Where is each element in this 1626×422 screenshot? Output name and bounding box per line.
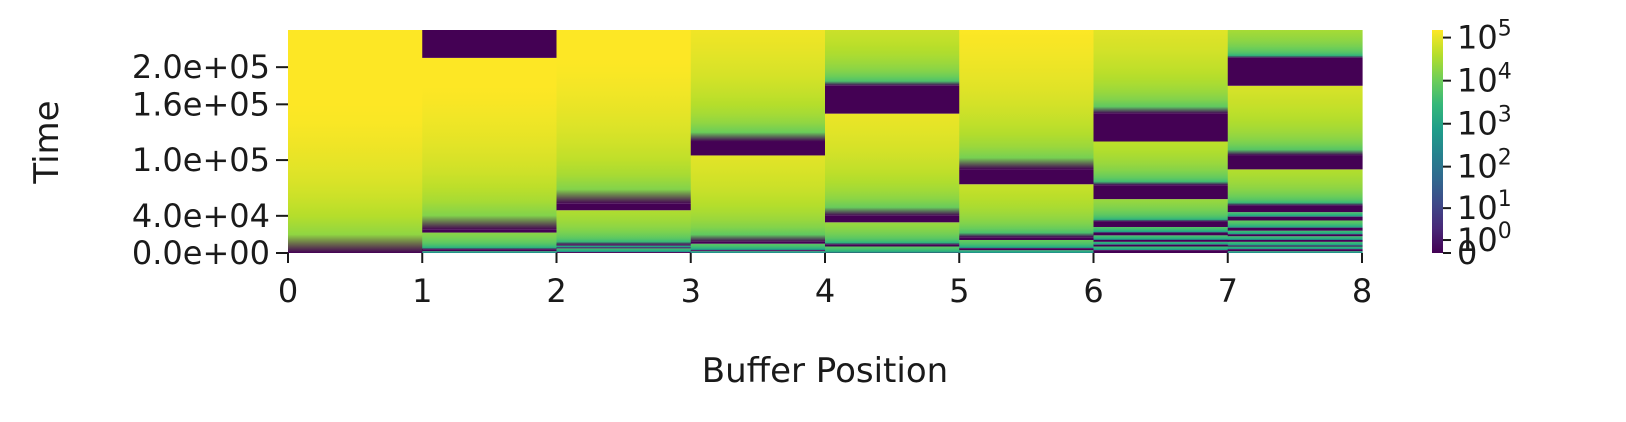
heatmap-band-col3 [690, 155, 826, 242]
colorbar-tick-label: 100 [1457, 219, 1512, 259]
heatmap-band-col6 [1093, 239, 1229, 242]
heatmap-band-col4 [825, 222, 960, 245]
heatmap-band-col7 [1227, 241, 1363, 246]
heatmap-band-col6 [1093, 141, 1229, 186]
heatmap-band-col1 [422, 251, 558, 253]
x-tick-label: 4 [815, 272, 835, 310]
heatmap-band-col7 [1227, 216, 1363, 221]
heatmap-band-col3 [690, 141, 826, 156]
heatmap-band-col4 [825, 113, 960, 216]
heatmap-band-col5 [959, 248, 1095, 251]
colorbar-gradient [1432, 30, 1443, 253]
x-tick-label: 6 [1083, 272, 1103, 310]
x-tick-label: 5 [949, 272, 969, 310]
heatmap-band-col5 [959, 169, 1095, 185]
heatmap-band-col3 [690, 241, 826, 244]
heatmap-band-col7 [1227, 246, 1363, 250]
colorbar-tick-label: 103 [1457, 103, 1512, 143]
heatmap-band-col5 [959, 237, 1095, 240]
heatmap-band-col6 [1093, 199, 1229, 222]
heatmap-band-col4 [825, 215, 960, 223]
heatmap-band-col3 [690, 243, 826, 251]
colorbar-tick-label: 101 [1457, 187, 1512, 227]
heatmap-band-col7 [1227, 30, 1363, 58]
heatmap-band-col6 [1093, 241, 1229, 245]
heatmap-band-col1 [422, 232, 558, 250]
x-axis-label: Buffer Position [702, 351, 948, 391]
x-tick-label: 8 [1352, 272, 1372, 310]
heatmap-band-col6 [1093, 244, 1229, 247]
x-tick-label: 0 [278, 272, 298, 310]
colorbar-tick-label: 104 [1457, 60, 1512, 100]
heatmap-band-col7 [1227, 230, 1363, 235]
heatmap-band-col5 [959, 184, 1095, 238]
heatmap-band-col3 [690, 251, 826, 253]
heatmap-cells [288, 30, 1363, 253]
heatmap-band-col6 [1093, 30, 1229, 114]
heatmap-band-col2 [556, 210, 692, 245]
heatmap-band-col7 [1227, 57, 1363, 86]
y-tick-label: 1.0e+05 [132, 141, 270, 179]
heatmap-band-col1 [422, 30, 558, 58]
y-axis: 0.0e+004.0e+04 1.0e+05 1.6e+052.0e+05 [132, 48, 288, 272]
heatmap-band-col2 [556, 245, 692, 248]
heatmap-band-col4 [825, 30, 960, 86]
heatmap-band-col6 [1093, 232, 1229, 236]
heatmap-band-col7 [1227, 205, 1363, 213]
heatmap-band-col7 [1227, 220, 1363, 228]
heatmap-band-col7 [1227, 212, 1363, 217]
heatmap-band-col7 [1227, 239, 1363, 242]
heatmap-band-col2 [556, 244, 692, 246]
x-tick-label: 2 [546, 272, 566, 310]
heatmap-band-col4 [825, 244, 960, 247]
x-tick-label: 7 [1218, 272, 1238, 310]
heatmap-band-col4 [825, 85, 960, 114]
heatmap-band-col5 [959, 250, 1095, 253]
colorbar-tick-label: 0 [1457, 234, 1477, 272]
y-tick-label: 0.0e+00 [132, 234, 270, 272]
heatmap-band-col7 [1227, 227, 1363, 231]
heatmap-band-col2 [556, 252, 692, 253]
heatmap-band-col1 [422, 249, 558, 252]
heatmap-band-col6 [1093, 226, 1229, 233]
y-tick-label: 4.0e+04 [132, 197, 270, 235]
heatmap-band-col3 [690, 30, 826, 142]
heatmap-band-col7 [1227, 249, 1363, 252]
heatmap-band-col7 [1227, 245, 1363, 247]
x-tick-label: 1 [412, 272, 432, 310]
heatmap-band-col6 [1093, 250, 1229, 253]
heatmap-band-col2 [556, 248, 692, 253]
heatmap-band-col6 [1093, 221, 1229, 227]
heatmap-band-col5 [959, 239, 1095, 249]
y-tick-label: 1.6e+05 [132, 85, 270, 123]
y-axis-label: Time [27, 100, 67, 184]
x-tick-label: 3 [681, 272, 701, 310]
colorbar-tick-label: 105 [1457, 17, 1512, 57]
heatmap-band-col2 [556, 203, 692, 211]
heatmap-band-col0 [288, 30, 423, 253]
heatmap-band-col6 [1093, 113, 1229, 142]
heatmap-band-col7 [1227, 236, 1363, 240]
heatmap-band-col6 [1093, 246, 1229, 251]
heatmap-band-col2 [556, 247, 692, 249]
heatmap-band-col1 [422, 229, 558, 233]
x-axis: 0 1 2 3 4 5 6 7 8 [278, 253, 1372, 310]
heatmap-band-col5 [959, 30, 1095, 170]
heatmap-band-col7 [1227, 155, 1363, 170]
heatmap-band-col4 [825, 246, 960, 253]
heatmap-band-col3 [690, 250, 826, 252]
heatmap-band-col6 [1093, 235, 1229, 240]
heatmap-band-col2 [556, 30, 692, 204]
heatmap-band-col1 [422, 57, 558, 230]
colorbar-tick-label: 102 [1457, 146, 1512, 186]
heatmap-band-col7 [1227, 85, 1363, 156]
heatmap-band-col7 [1227, 234, 1363, 237]
y-tick-label: 2.0e+05 [132, 48, 270, 86]
heatmap-band-col7 [1227, 251, 1363, 253]
heatmap-band-col7 [1227, 169, 1363, 206]
heatmap-band-col6 [1093, 185, 1229, 200]
